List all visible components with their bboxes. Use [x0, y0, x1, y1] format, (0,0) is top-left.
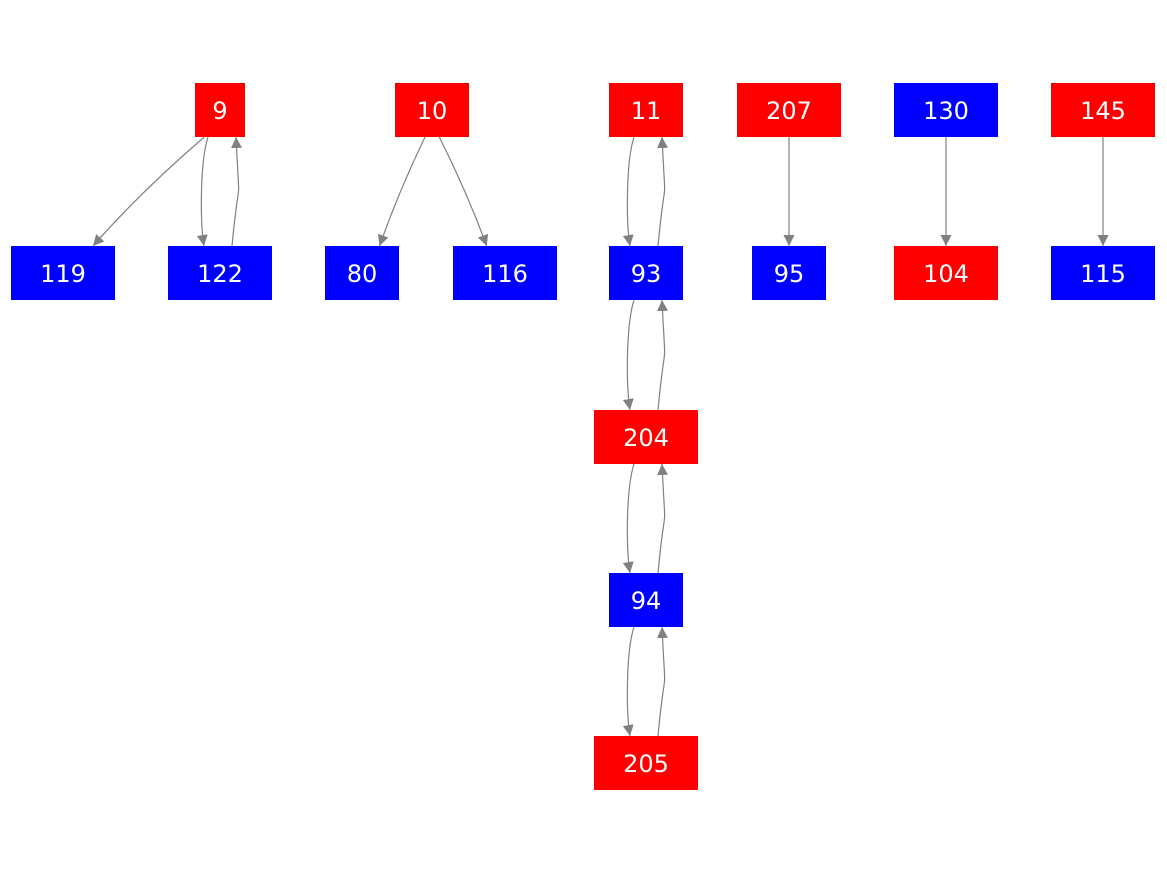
- node-119[interactable]: 119: [11, 246, 115, 300]
- edge-93-to-11: [657, 136, 669, 247]
- edge-10-to-80: [377, 136, 426, 247]
- node-205[interactable]: 205: [594, 736, 698, 790]
- node-box: [11, 246, 115, 300]
- node-label: 104: [923, 260, 969, 288]
- node-box: [395, 83, 469, 137]
- node-9[interactable]: 9: [195, 83, 245, 137]
- node-label: 119: [40, 260, 86, 288]
- node-label: 93: [631, 260, 662, 288]
- node-104[interactable]: 104: [894, 246, 998, 300]
- nodes-layer: 9 10 11 207 130 145 119 122 80 116 93 95 104 115 204 94…: [11, 83, 1155, 790]
- edge-10-to-116: [438, 136, 489, 247]
- edge-122-to-9: [231, 136, 243, 247]
- edge-205-to-94: [657, 626, 669, 737]
- node-94[interactable]: 94: [609, 573, 683, 627]
- node-label: 205: [623, 750, 669, 778]
- node-box: [325, 246, 399, 300]
- node-box: [594, 410, 698, 464]
- node-label: 204: [623, 424, 669, 452]
- node-label: 116: [482, 260, 528, 288]
- node-label: 11: [631, 97, 662, 125]
- node-93[interactable]: 93: [609, 246, 683, 300]
- edge-9-to-119: [92, 136, 205, 247]
- node-10[interactable]: 10: [395, 83, 469, 137]
- edges-layer: [92, 136, 1109, 737]
- edge-9-to-122: [196, 136, 209, 247]
- node-label: 145: [1080, 97, 1126, 125]
- edge-94-to-205: [622, 626, 635, 737]
- node-116[interactable]: 116: [453, 246, 557, 300]
- edge-11-to-93: [622, 136, 635, 247]
- node-145[interactable]: 145: [1051, 83, 1155, 137]
- node-box: [609, 83, 683, 137]
- node-box: [1051, 83, 1155, 137]
- edge-204-to-93: [657, 299, 669, 411]
- node-122[interactable]: 122: [168, 246, 272, 300]
- node-box: [609, 573, 683, 627]
- node-207[interactable]: 207: [737, 83, 841, 137]
- node-box: [195, 83, 245, 137]
- node-box: [453, 246, 557, 300]
- node-label: 130: [923, 97, 969, 125]
- node-label: 10: [417, 97, 448, 125]
- node-label: 80: [347, 260, 378, 288]
- node-box: [594, 736, 698, 790]
- edge-204-to-94: [622, 463, 635, 574]
- node-130[interactable]: 130: [894, 83, 998, 137]
- node-box: [1051, 246, 1155, 300]
- node-box: [168, 246, 272, 300]
- node-95[interactable]: 95: [752, 246, 826, 300]
- edge-93-to-204: [622, 299, 635, 411]
- node-80[interactable]: 80: [325, 246, 399, 300]
- node-box: [894, 246, 998, 300]
- node-204[interactable]: 204: [594, 410, 698, 464]
- node-label: 95: [774, 260, 805, 288]
- node-label: 207: [766, 97, 812, 125]
- node-box: [752, 246, 826, 300]
- node-label: 94: [631, 587, 662, 615]
- node-label: 122: [197, 260, 243, 288]
- node-11[interactable]: 11: [609, 83, 683, 137]
- node-box: [609, 246, 683, 300]
- node-115[interactable]: 115: [1051, 246, 1155, 300]
- edge-94-to-204: [657, 463, 669, 574]
- node-label: 9: [212, 97, 227, 125]
- node-label: 115: [1080, 260, 1126, 288]
- node-box: [737, 83, 841, 137]
- node-box: [894, 83, 998, 137]
